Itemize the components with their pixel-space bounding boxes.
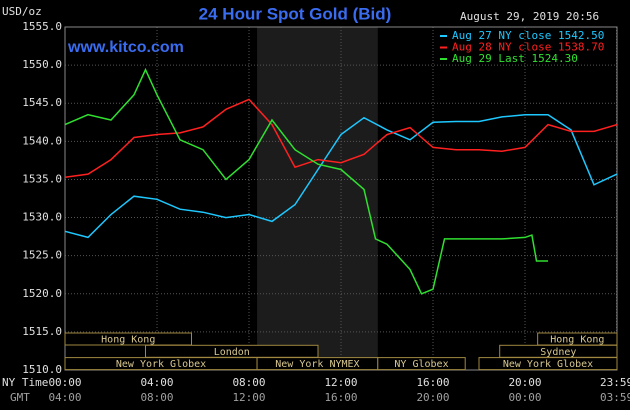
session-label: Sydney xyxy=(540,347,576,358)
price-line xyxy=(64,67,548,295)
market-highlight xyxy=(257,27,378,370)
x-tick-label: 08:00 xyxy=(232,376,265,389)
x2-row-label: GMT xyxy=(10,391,30,404)
x-tick-label: 20:00 xyxy=(508,376,541,389)
x2-tick-label: 20:00 xyxy=(416,391,449,404)
x-tick-label: 16:00 xyxy=(416,376,449,389)
chart-title: 24 Hour Spot Gold (Bid) xyxy=(199,4,392,23)
session-label: London xyxy=(214,347,250,358)
y-tick-label: 1555.0 xyxy=(22,20,62,33)
x2-tick-label: 00:00 xyxy=(508,391,541,404)
price-line xyxy=(64,113,618,239)
session-label: NY Globex xyxy=(394,359,448,370)
x-tick-label: 04:00 xyxy=(140,376,173,389)
session-box xyxy=(478,357,618,371)
price-line xyxy=(64,98,618,178)
y-tick-label: 1550.0 xyxy=(22,58,62,71)
legend-label: Aug 28 NY close 1538.70 xyxy=(452,41,604,54)
session-label: New York NYMEX xyxy=(275,359,359,370)
x2-tick-label: 16:00 xyxy=(324,391,357,404)
timestamp: August 29, 2019 20:56 xyxy=(460,10,599,23)
y-tick-label: 1545.0 xyxy=(22,96,62,109)
x2-tick-label: 12:00 xyxy=(232,391,265,404)
y-tick-label: 1535.0 xyxy=(22,172,62,185)
y-tick-label: 1530.0 xyxy=(22,211,62,224)
legend-label: Aug 27 NY close 1542.50 xyxy=(452,29,604,42)
session-box xyxy=(64,332,192,346)
session-box xyxy=(377,357,466,371)
y-tick-label: 1510.0 xyxy=(22,363,62,376)
x-row-label: NY Time xyxy=(2,376,48,389)
y-tick-label: 1540.0 xyxy=(22,134,62,147)
y-tick-label: 1515.0 xyxy=(22,325,62,338)
session-label: New York Globex xyxy=(503,359,593,370)
units: USD/oz xyxy=(2,5,42,18)
x2-tick-label: 08:00 xyxy=(140,391,173,404)
x-tick-label: 00:00 xyxy=(48,376,81,389)
legend-label: Aug 29 Last 1524.30 xyxy=(452,52,578,65)
x-tick-label: 23:59 xyxy=(600,376,630,389)
y-tick-label: 1520.0 xyxy=(22,287,62,300)
x2-tick-label: 04:00 xyxy=(48,391,81,404)
session-label: Hong Kong xyxy=(101,335,155,346)
watermark: www.kitco.com xyxy=(67,39,184,56)
y-tick-label: 1525.0 xyxy=(22,249,62,262)
x2-tick-label: 03:59 xyxy=(600,391,630,404)
x-tick-label: 12:00 xyxy=(324,376,357,389)
session-label: New York Globex xyxy=(116,359,206,370)
session-label: Hong Kong xyxy=(550,335,604,346)
